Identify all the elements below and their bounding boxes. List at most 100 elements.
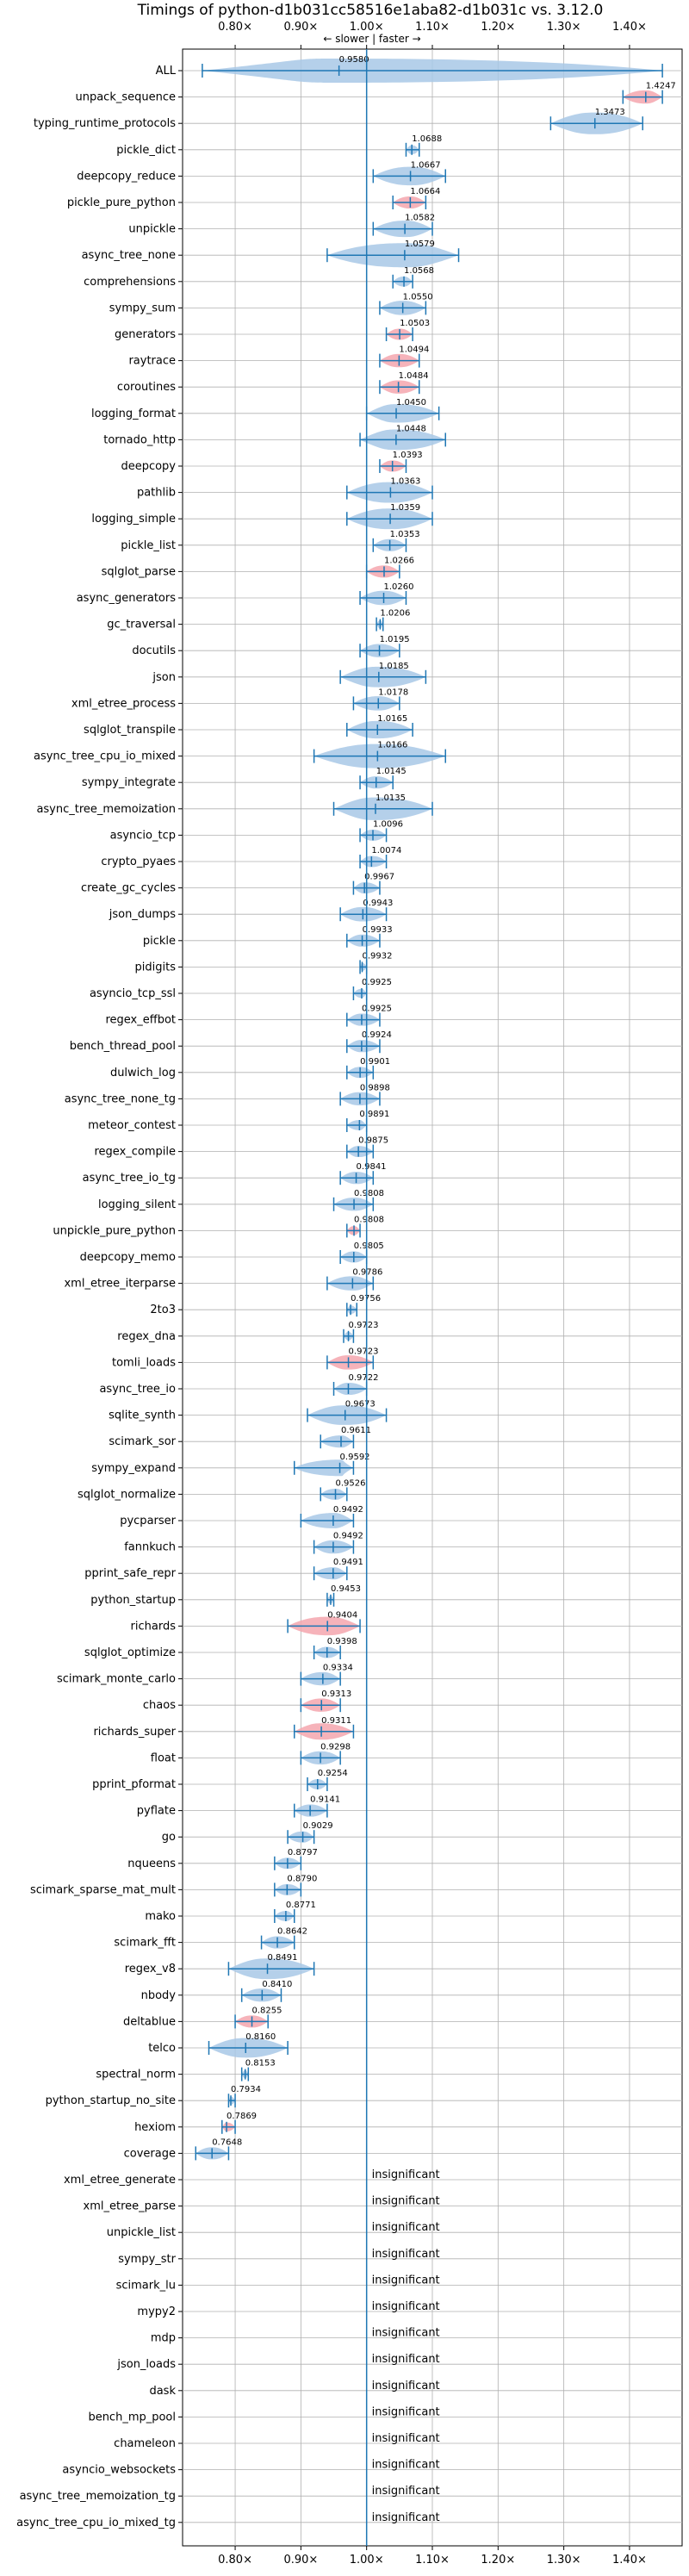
value-label: 0.8410 (262, 1980, 292, 1989)
x-tick-label-top: 1.40× (612, 21, 647, 34)
value-label: 0.9808 (354, 1189, 384, 1198)
benchmark-name-label: mdp (151, 2332, 176, 2345)
benchmark-name-label: python_startup_no_site (46, 2094, 176, 2107)
benchmark-row: regex_effbot 0.9925 (105, 1005, 682, 1027)
x-tick-label-top: 0.90× (283, 21, 318, 34)
value-label: 1.4247 (646, 82, 676, 91)
benchmark-name-label: dulwich_log (110, 1067, 176, 1080)
benchmark-row: sympy_sum 1.0550 (109, 292, 682, 315)
insignificant-label: insignificant (372, 2274, 440, 2287)
benchmark-name-label: sqlglot_parse (102, 565, 176, 578)
benchmark-name-label: unpickle (128, 223, 176, 236)
insignificant-label: insignificant (372, 2248, 440, 2261)
benchmark-name-label: xml_etree_parse (84, 2200, 176, 2213)
value-label: 1.0145 (376, 767, 407, 776)
insignificant-label: insignificant (372, 2459, 440, 2472)
value-label: 0.9254 (318, 1769, 348, 1778)
value-label: 0.9925 (362, 1005, 392, 1014)
benchmark-row: asyncio_tcp_ssl 0.9925 (90, 978, 682, 1000)
value-label: 1.0688 (412, 134, 442, 144)
benchmark-row: xml_etree_iterparse 0.9786 (64, 1268, 682, 1291)
direction-annotation: ← slower | faster → (323, 33, 420, 45)
benchmark-name-label: raytrace (128, 355, 176, 368)
benchmark-name-label: pathlib (137, 487, 176, 500)
benchmark-row: create_gc_cycles 0.9967 (81, 873, 682, 895)
benchmark-rows: ALL 0.9580 unpack_sequence 1.4247 typing_run… (16, 55, 682, 2529)
benchmark-row: python_startup 0.9453 (90, 1584, 682, 1607)
benchmark-row: scimark_monte_carlo 0.9334 (57, 1664, 682, 1686)
benchmark-name-label: telco (148, 2042, 176, 2055)
value-label: 1.0266 (384, 556, 414, 565)
benchmark-row: tornado_http 1.0448 (103, 424, 682, 451)
x-tick-label-bottom: 0.90× (283, 2554, 318, 2567)
benchmark-row: float 0.9298 (151, 1742, 682, 1765)
benchmark-name-label: async_tree_io_tg (83, 1172, 176, 1185)
value-label: 0.8160 (245, 2032, 276, 2042)
benchmark-name-label: docutils (132, 644, 176, 657)
benchmark-row: sympy_str insignificant (118, 2248, 682, 2266)
benchmark-row: unpickle_pure_python 0.9808 (53, 1215, 682, 1238)
value-label: 0.7648 (212, 2137, 242, 2147)
value-label: 1.0664 (410, 187, 440, 196)
benchmark-row: pathlib 1.0363 (137, 477, 682, 503)
benchmark-name-label: pickle (143, 935, 176, 948)
benchmark-name-label: pprint_safe_repr (84, 1567, 176, 1580)
insignificant-label: insignificant (372, 2168, 440, 2181)
value-label: 0.8797 (288, 1848, 318, 1857)
benchmark-row: hexiom 0.7869 (134, 2112, 682, 2134)
x-tick-label-top: 1.00× (350, 21, 384, 34)
benchmark-row: mako 0.8771 (145, 1901, 682, 1923)
benchmark-name-label: create_gc_cycles (81, 882, 176, 895)
value-label: 0.8153 (245, 2059, 276, 2069)
value-label: 0.9875 (358, 1136, 388, 1146)
benchmark-name-label: regex_compile (94, 1146, 176, 1159)
benchmark-row: pickle 0.9933 (143, 925, 682, 948)
benchmark-name-label: sympy_sum (109, 302, 176, 314)
benchmark-row: asyncio_websockets insignificant (62, 2459, 682, 2477)
benchmark-name-label: sqlglot_optimize (84, 1646, 176, 1659)
value-label: 1.0206 (380, 609, 410, 619)
x-axis-top: 0.80× 0.90× 1.00× 1.10× 1.20× 1.30× 1.40× (218, 21, 647, 49)
benchmark-row: pprint_pformat 0.9254 (92, 1769, 682, 1791)
value-label: 1.3473 (595, 108, 625, 117)
benchmark-row: sqlglot_parse 1.0266 (102, 556, 682, 579)
value-label: 1.0450 (396, 398, 426, 408)
benchmark-name-label: ALL (156, 65, 177, 78)
benchmark-name-label: 2to3 (150, 1304, 176, 1316)
benchmark-row: nqueens 0.8797 (127, 1848, 682, 1870)
benchmark-name-label: scimark_lu (116, 2279, 176, 2292)
value-label: 0.9723 (349, 1347, 379, 1356)
benchmark-row: spectral_norm 0.8153 (96, 2059, 682, 2081)
benchmark-name-label: comprehensions (84, 276, 176, 289)
value-label: 0.9967 (364, 873, 394, 882)
benchmark-row: richards 0.9404 (131, 1610, 682, 1636)
x-tick-label-bottom: 1.10× (415, 2554, 450, 2567)
benchmark-name-label: nbody (141, 1989, 177, 2002)
insignificant-label: insignificant (372, 2221, 440, 2234)
chart-title: Timings of python-d1b031cc58516e1aba82-d… (137, 2, 604, 19)
benchmark-name-label: sympy_expand (91, 1462, 176, 1475)
benchmark-name-label: json_dumps (109, 908, 176, 921)
value-label: 0.9334 (323, 1664, 353, 1673)
benchmark-name-label: logging_simple (91, 513, 176, 526)
benchmark-name-label: logging_silent (98, 1198, 176, 1211)
benchmark-row: logging_format 1.0450 (91, 398, 682, 423)
value-label: 1.0353 (390, 530, 420, 539)
benchmark-name-label: pickle_dict (116, 144, 176, 157)
value-label: 1.0135 (376, 793, 406, 803)
benchmark-row: raytrace 1.0494 (128, 345, 682, 368)
value-label: 0.8790 (287, 1874, 317, 1883)
benchmark-name-label: async_tree_cpu_io_mixed_tg (16, 2517, 176, 2529)
benchmark-row: async_tree_io_tg 0.9841 (83, 1162, 682, 1185)
benchmark-row: logging_silent 0.9808 (98, 1189, 682, 1211)
value-label: 0.8642 (277, 1927, 307, 1937)
x-tick-label-bottom: 0.80× (218, 2554, 252, 2567)
benchmark-name-label: scimark_sparse_mat_mult (30, 1883, 176, 1896)
benchmark-name-label: scimark_sor (109, 1435, 176, 1448)
benchmark-name-label: async_generators (77, 592, 177, 605)
value-label: 0.9492 (333, 1532, 363, 1541)
x-tick-label-top: 1.10× (415, 21, 450, 34)
benchmark-row: regex_v8 0.8491 (125, 1953, 682, 1980)
benchmark-name-label: regex_effbot (105, 1014, 176, 1027)
benchmark-row: pyflate 0.9141 (137, 1795, 682, 1818)
